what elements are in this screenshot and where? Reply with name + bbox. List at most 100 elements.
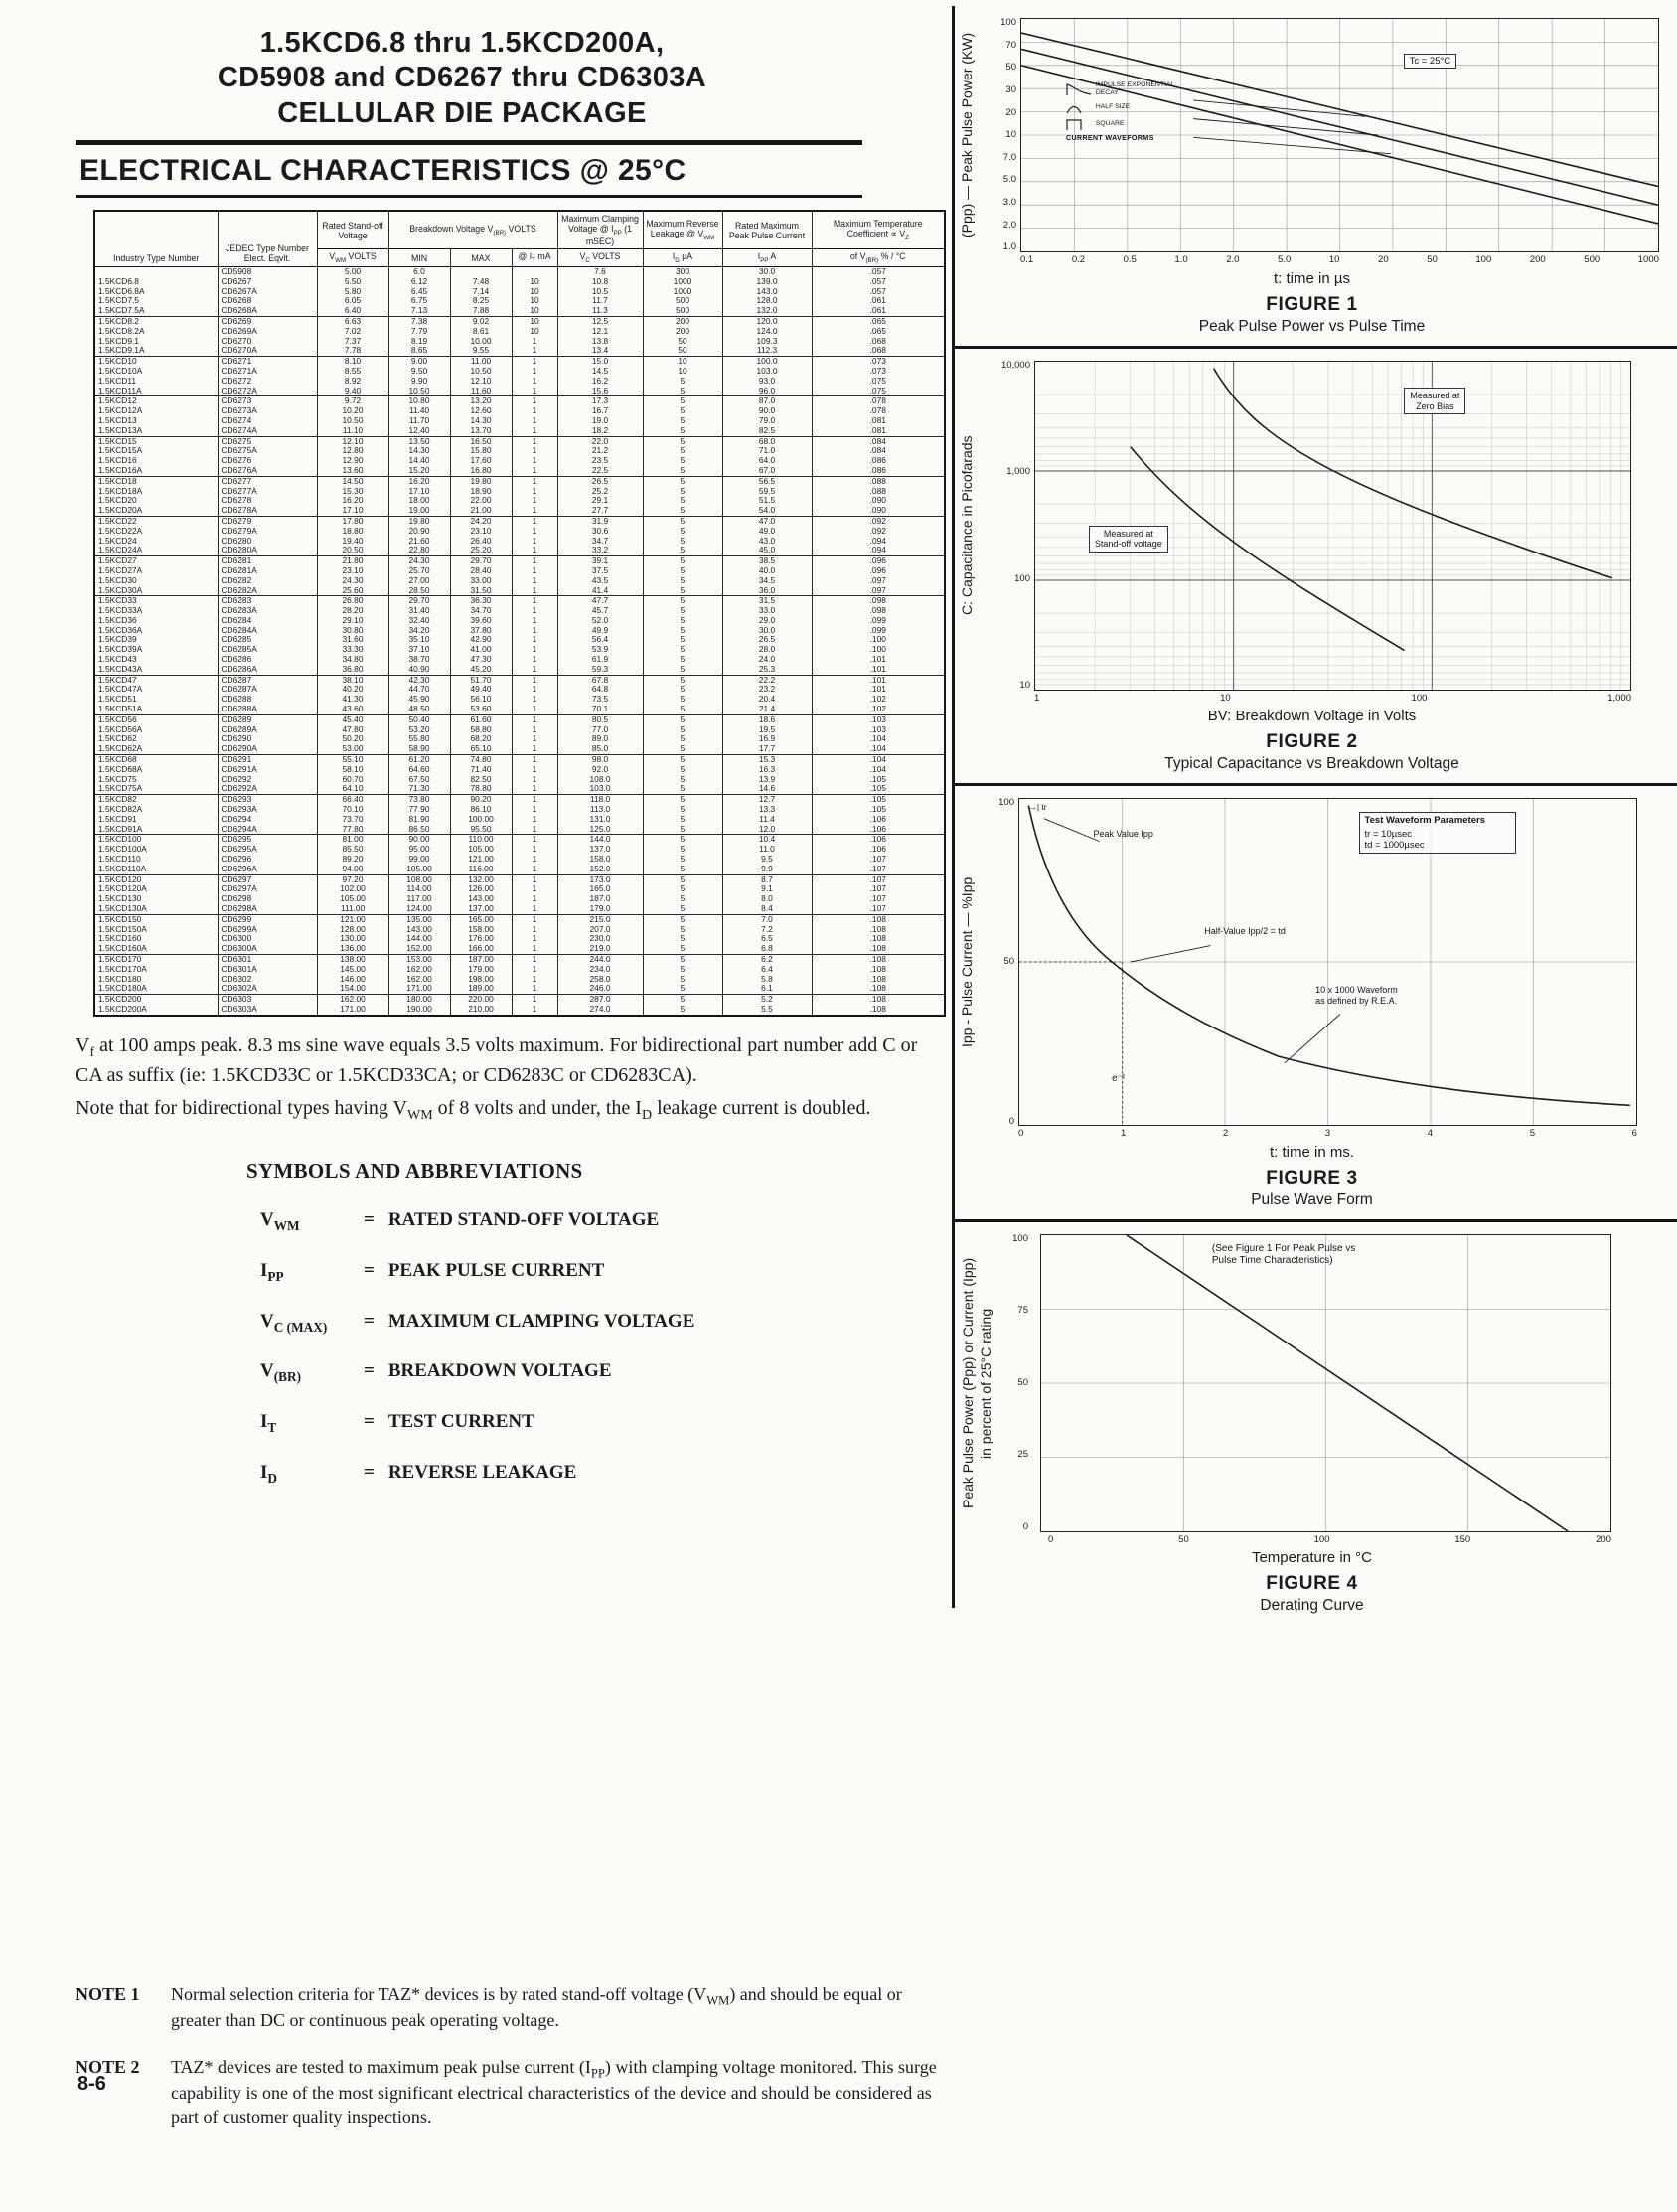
- table-row: 1.5KCD20 CD6278 16.20 18.00 22.00 1 29.1 5 51.5.…: [93, 496, 945, 507]
- rise-time-marker: →| tr: [1028, 802, 1047, 813]
- tick-label: 50: [1003, 956, 1014, 968]
- table-row: 1.5KCD170A CD6301A 145.00 162.00 179.00 1 234.…: [93, 964, 945, 975]
- table-row: 1.5KCD11A CD6272A 9.40 10.50 11.60 1 15.6 5 96.0…: [93, 386, 945, 396]
- symbol-id: ID = REVERSE LEAKAGE: [260, 1462, 577, 1486]
- figure-1-caption: Peak Pulse Power vs Pulse Time: [1198, 317, 1426, 335]
- table-row: 1.5KCD12A CD6273A 10.20 11.40 12.60 1 16.7 5 90.…: [93, 406, 945, 416]
- table-row: 1.5KCD30 CD6282 24.30 27.00 33.00 1 43.5 5 34.5.…: [93, 575, 945, 586]
- tick-label: 0: [1018, 1128, 1024, 1139]
- table-row: 1.5KCD200A CD6303A 171.00 190.00 210.00 1 274.…: [93, 1004, 945, 1016]
- table-row: 1.5KCD200 CD6303 162.00 180.00 220.00 1 287.0 5…: [93, 994, 945, 1005]
- figure-4: Peak Pulse Power (Ppp) or Current (Ipp) …: [955, 1222, 1677, 1626]
- figure-3-title: FIGURE 3: [1266, 1167, 1358, 1188]
- figure-1-title: FIGURE 1: [1266, 293, 1358, 315]
- col-header-temp-coef: Maximum Temperature Coefficient ∝ VZ: [811, 211, 945, 250]
- half-sine-waveform-icon: [1066, 106, 1082, 114]
- table-row: 1.5KCD24A CD6280A 20.50 22.80 25.20 1 33.2 5 45.…: [93, 546, 945, 556]
- table-row: 1.5KCD160 CD6300 130.00 144.00 176.00 1 230.0 5…: [93, 934, 945, 945]
- figure-4-caption: Derating Curve: [1260, 1597, 1364, 1614]
- col-subheader-it: @ IT mA: [511, 248, 557, 267]
- table-row: 1.5KCD22A CD6279A 18.80 20.90 23.10 1 30.6 5 49.…: [93, 526, 945, 537]
- pulse-decay-curve: [1028, 806, 1629, 1106]
- table-row: 1.5KCD39A CD6285A 33.30 37.10 41.00 1 53.9 5 28.…: [93, 645, 945, 656]
- symbol-vwm: VWM = RATED STAND-OFF VOLTAGE: [260, 1209, 660, 1233]
- standoff-annotation: Measured at Stand-off voltage: [1088, 525, 1168, 553]
- tick-label: 100: [1475, 254, 1492, 265]
- derating-line: [1127, 1235, 1568, 1531]
- half-value-label: Half-Value Ipp/2 = td: [1204, 925, 1286, 936]
- table-row: 1.5KCD6.8 CD6267 5.50 6.12 7.48 10 10.8 1000 139…: [93, 276, 945, 287]
- tick-label: 1,000: [1006, 466, 1030, 477]
- figure-2-y-axis-label: C: Capacitance in Picofarads: [959, 435, 975, 615]
- table-row: 1.5KCD120A CD6297A 102.00 114.00 126.00 1 165.…: [93, 884, 945, 895]
- symbol-definition: MAXIMUM CLAMPING VOLTAGE: [387, 1310, 695, 1332]
- tick-label: 100: [1411, 692, 1428, 704]
- square-power-curve: [1021, 66, 1658, 224]
- table-row: 1.5KCD9.1 CD6270 7.37 8.19 10.00 1 13.8 50 109.3…: [93, 336, 945, 347]
- title-divider: [76, 140, 862, 146]
- col-subheader-vwm: VWM VOLTS: [316, 248, 388, 267]
- spec-table-body: CD5908 5.00 6.0 7.6 300 30.0.057 1.5KCD6.8 CD62…: [93, 265, 945, 1016]
- table-row: 1.5KCD15 CD6275 12.10 13.50 16.50 1 22.0 5 68.0.…: [93, 435, 945, 447]
- tick-label: 3: [1324, 1128, 1331, 1139]
- electrical-characteristics-table: Industry Type Number JEDEC Type Number E…: [93, 210, 946, 1017]
- figure-3: Ipp - Pulse Current — %Ipp 100 50 0 Test W…: [955, 786, 1677, 1222]
- left-column: 1.5KCD6.8 thru 1.5KCD200A, CD5908 and CD…: [76, 27, 946, 2127]
- figure-2-plot: Measured at Zero Bias Measured at Stand-…: [1034, 360, 1631, 691]
- table-row: 1.5KCD13 CD6274 10.50 11.70 14.30 1 19.0 5 79.0.…: [93, 415, 945, 426]
- table-row: 1.5KCD8.2 CD6269 6.63 7.38 9.02 10 12.5 200 120.…: [93, 315, 945, 327]
- table-row: 1.5KCD75 CD6292 60.70 67.50 82.50 1 108.0 5 13.9…: [93, 774, 945, 785]
- table-row: 1.5KCD18A CD6277A 15.30 17.10 18.90 1 25.2 5 59.…: [93, 486, 945, 497]
- tick-label: 200: [1529, 254, 1546, 265]
- tick-label: 1.0: [1002, 241, 1016, 253]
- body-paragraph-1: Vf at 100 amps peak. 8.3 ms sine wave eq…: [76, 1033, 918, 1087]
- table-row: 1.5KCD16A CD6276A 13.60 15.20 16.80 1 22.5 5 67.…: [93, 465, 945, 477]
- col-header-standoff: Rated Stand-off Voltage: [316, 211, 388, 250]
- col-subheader-vc: VC VOLTS: [556, 248, 643, 267]
- tick-label: 200: [1596, 1533, 1611, 1545]
- table-row: 1.5KCD68A CD6291A 58.10 64.60 71.40 1 92.0 5 16.…: [93, 764, 945, 775]
- table-row: 1.5KCD150 CD6299 121.00 135.00 165.00 1 215.0 5…: [93, 913, 945, 925]
- zero-bias-capacitance-curve: [1214, 368, 1612, 577]
- figure-1-y-axis-label: (Ppp) — Peak Pulse Power (KW): [959, 32, 975, 238]
- figure-1-y-ticks: 100 70 50 30 20 10 7.0 5.0 3.0 2.0 1.0: [983, 18, 1020, 252]
- tick-label: 100: [1012, 1232, 1028, 1244]
- table-row: 1.5KCD82 CD6293 66.40 73.80 90.20 1 118.0 5 12.7…: [93, 794, 945, 806]
- table-row: 1.5KCD47A CD6287A 40.20 44.70 49.40 1 64.8 5 23.…: [93, 685, 945, 696]
- title-line-1: 1.5KCD6.8 thru 1.5KCD200A,: [259, 27, 665, 59]
- table-row: 1.5KCD130 CD6298 105.00 117.00 143.00 1 187.0 5…: [93, 894, 945, 904]
- tick-label: 50: [1005, 62, 1016, 74]
- test-waveform-parameters: Test Waveform Parameters tr = 10µsec td …: [1358, 812, 1516, 855]
- col-header-peak-pulse: Rated Maximum Peak Pulse Current: [721, 211, 812, 250]
- table-row: 1.5KCD30A CD6282A 25.60 28.50 31.50 1 41.4 5 36.…: [93, 585, 945, 596]
- tick-label: 1: [1034, 692, 1040, 704]
- tick-label: 10: [1019, 680, 1030, 691]
- standoff-capacitance-curve: [1131, 446, 1405, 650]
- tick-label: 100: [998, 797, 1014, 808]
- tick-label: 20: [1378, 254, 1389, 265]
- tick-label: 5.0: [1002, 174, 1016, 186]
- table-row: 1.5KCD62A CD6290A 53.00 58.90 65.10 1 85.0 5 17.…: [93, 744, 945, 755]
- tick-label: 1.0: [1174, 254, 1188, 265]
- figure-1-plot: Tc = 25°C IMPULSE EXPONENTIAL DECAY HALF…: [1020, 18, 1659, 252]
- tick-label: 10: [1328, 254, 1340, 265]
- symbols-heading: SYMBOLS AND ABBREVIATIONS: [246, 1159, 583, 1184]
- figure-4-note: (See Figure 1 For Peak Pulse vs Pulse Ti…: [1211, 1243, 1356, 1267]
- table-row: 1.5KCD8.2A CD6269A 7.02 7.79 8.61 10 12.1 200 12…: [93, 326, 945, 337]
- tick-label: 1000: [1637, 254, 1659, 265]
- tick-label: 50: [1178, 1533, 1189, 1545]
- table-row: 1.5KCD27 CD6281 21.80 24.30 29.70 1 39.1 5 38.5.…: [93, 555, 945, 566]
- tick-label: 10: [1220, 692, 1231, 704]
- table-row: 1.5KCD10 CD6271 8.10 9.00 11.00 1 15.0 10 100.0.…: [93, 356, 945, 367]
- table-row: 1.5KCD180 CD6302 146.00 162.00 198.00 1 258.0 5…: [93, 974, 945, 985]
- square-waveform-icon: [1066, 119, 1082, 131]
- tick-label: 20: [1005, 106, 1016, 118]
- figure-2-minor-grid: [1035, 362, 1630, 690]
- table-row: 1.5KCD11 CD6272 8.92 9.90 12.10 1 16.2 5 93.0.07…: [93, 376, 945, 387]
- table-row: 1.5KCD100 CD6295 81.00 90.00 110.00 1 144.0 5 10…: [93, 834, 945, 846]
- symbol-definition: RATED STAND-OFF VOLTAGE: [387, 1209, 660, 1231]
- table-row: 1.5KCD7.5A CD6268A 6.40 7.13 7.88 10 11.3 500 13…: [93, 306, 945, 317]
- symbol-definition: TEST CURRENT: [387, 1411, 534, 1433]
- figure-2-caption: Typical Capacitance vs Breakdown Voltage: [1164, 755, 1459, 772]
- table-row: 1.5KCD75A CD6292A 64.10 71.30 78.80 1 103.0 5 14…: [93, 784, 945, 795]
